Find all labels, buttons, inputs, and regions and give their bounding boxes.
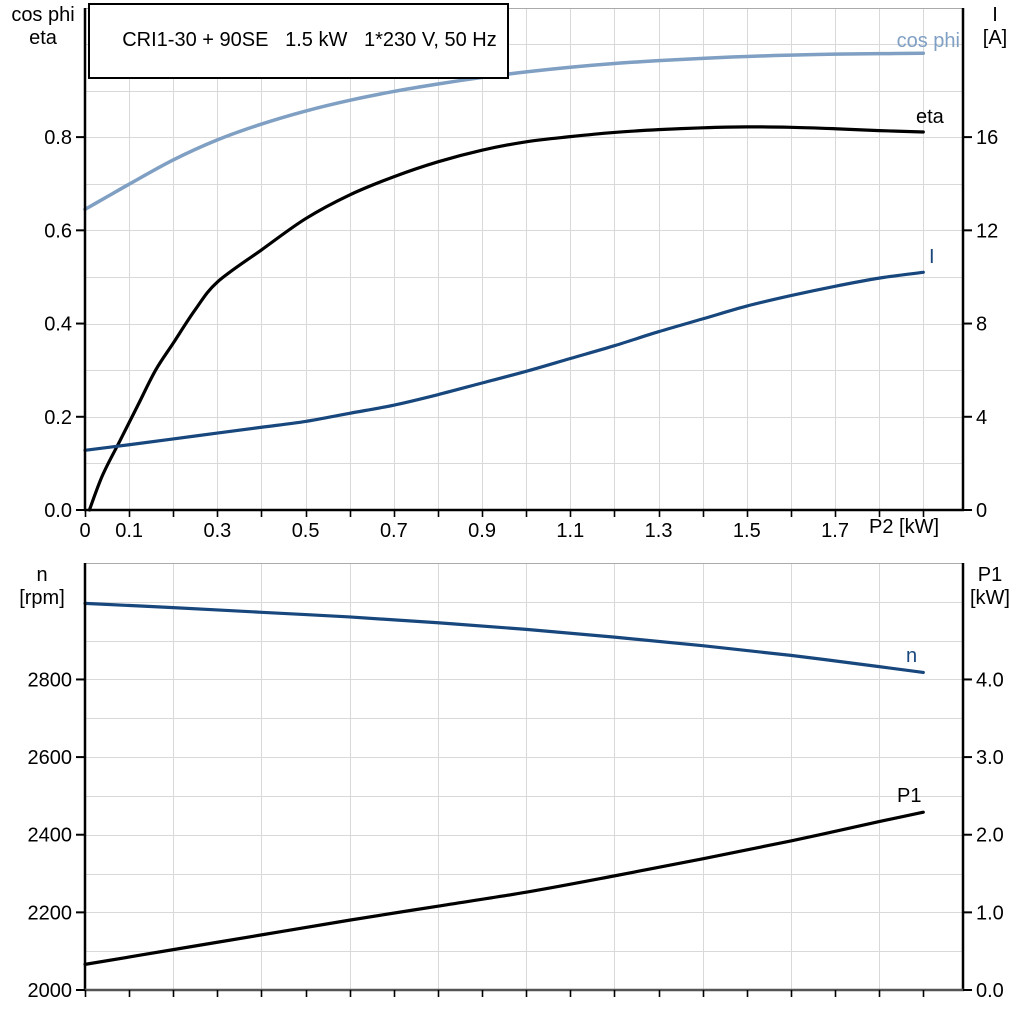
y-right-tick-label: 0 (976, 500, 987, 522)
right-axis-caption-p1: P1 (977, 564, 1003, 586)
y-left-tick-label: 2000 (28, 980, 73, 1002)
x-tick-label: 0 (79, 520, 90, 542)
y-left-tick-label: 2200 (28, 902, 73, 924)
y-right-tick-label: 4.0 (976, 669, 1004, 691)
y-right-tick-label: 16 (976, 127, 998, 149)
x-axis-unit-label: P2 [kW] (869, 516, 940, 538)
curve-label-eta: eta (916, 106, 944, 128)
curve-label-cos-phi: cos phi (896, 30, 960, 52)
y-right-tick-label: 3.0 (976, 747, 1004, 769)
curve-P1 (83, 810, 925, 966)
y-left-tick-label: 2400 (28, 825, 73, 847)
left-axis-caption-speed: n (36, 564, 48, 586)
x-tick-label: 0.1 (115, 520, 143, 542)
right-axis-caption-top: I [A] (970, 4, 1020, 50)
curve-label-current: I (929, 246, 935, 268)
x-tick-label: 1.7 (821, 520, 849, 542)
chart-title: CRI1-30 + 90SE 1.5 kW 1*230 V, 50 Hz (122, 29, 497, 51)
y-right-tick-label: 1.0 (976, 902, 1004, 924)
y-right-tick-label: 4 (976, 407, 987, 429)
right-axis-caption-current-unit: [A] (982, 27, 1008, 49)
y-left-tick-label: 0.8 (44, 127, 72, 149)
x-tick-label: 0.3 (203, 520, 231, 542)
curve-eta (87, 125, 925, 512)
y-left-tick-label: 2800 (28, 669, 73, 691)
x-tick-label: 0.9 (468, 520, 496, 542)
y-right-tick-label: 0.0 (976, 980, 1004, 1002)
x-tick-label: 0.5 (292, 520, 320, 542)
curve-label-speed: n (906, 645, 918, 667)
curve-I (83, 270, 925, 452)
y-left-tick-label: 0.0 (44, 500, 72, 522)
right-axis-caption-bottom: P1 [kW] (960, 564, 1020, 610)
chart-plots: 0 0.1 0.3 0.5 0.7 0.9 1.1 1.3 1.5 1.7 0.0 0.2 0.4 0.6… (28, 8, 1004, 1002)
x-tick-label: 1.1 (556, 520, 584, 542)
y-left-tick-label: 0.6 (44, 220, 72, 242)
right-axis-caption-current: I (992, 4, 998, 26)
x-tick-label: 0.7 (380, 520, 408, 542)
left-axis-caption-top: cos phi eta (4, 4, 82, 50)
left-axis-caption-bottom: n [rpm] (8, 564, 76, 610)
chart-title-box: CRI1-30 + 90SE 1.5 kW 1*230 V, 50 Hz (88, 3, 509, 79)
left-axis-caption-speed-unit: [rpm] (19, 587, 65, 609)
y-right-tick-label: 12 (976, 220, 998, 242)
curve-label-p1: P1 (897, 785, 922, 807)
left-axis-caption-eta: eta (29, 27, 57, 49)
y-right-tick-label: 8 (976, 314, 987, 336)
y-left-tick-label: 0.2 (44, 407, 72, 429)
left-axis-caption-cos-phi: cos phi (11, 4, 75, 26)
right-axis-caption-p1-unit: [kW] (970, 587, 1010, 609)
x-tick-label: 1.3 (645, 520, 673, 542)
y-left-tick-label: 0.4 (44, 314, 72, 336)
curve-n (83, 601, 925, 675)
y-left-tick-label: 2600 (28, 747, 73, 769)
x-tick-label: 1.5 (733, 520, 761, 542)
y-right-tick-label: 2.0 (976, 825, 1004, 847)
